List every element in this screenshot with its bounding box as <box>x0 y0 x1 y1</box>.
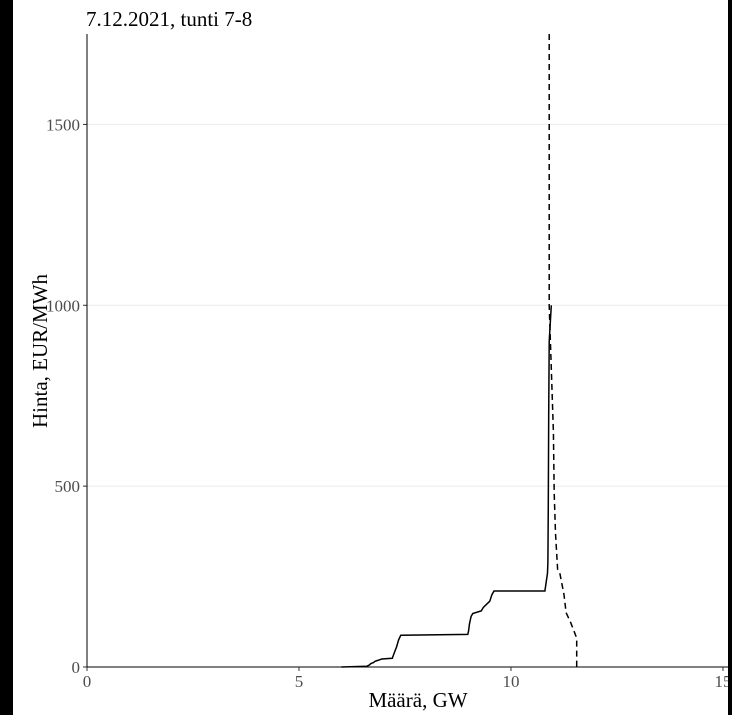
y-axis-label: Hinta, EUR/MWh <box>28 274 52 428</box>
supply-curve-line <box>341 305 553 668</box>
demand-curve-line <box>548 34 578 667</box>
gridlines <box>87 123 728 487</box>
series-lines <box>341 34 578 668</box>
x-tick-label: 5 <box>295 672 304 691</box>
x-tick-label: 15 <box>715 672 729 691</box>
y-tick-label: 1500 <box>46 115 80 134</box>
y-tick-label: 1000 <box>46 296 80 315</box>
x-tick-label: 10 <box>503 672 520 691</box>
x-tick-label: 0 <box>83 672 92 691</box>
y-tick-label: 500 <box>55 477 81 496</box>
chart-title: 7.12.2021, tunti 7-8 <box>86 7 252 31</box>
chart-panel: 7.12.2021, tunti 7-8 0 500 1000 1500 0 5 10 15 … <box>13 0 728 715</box>
x-axis-label: Määrä, GW <box>368 688 467 712</box>
axes: 0 500 1000 1500 0 5 10 15 <box>46 34 728 691</box>
y-tick-label: 0 <box>72 658 81 677</box>
